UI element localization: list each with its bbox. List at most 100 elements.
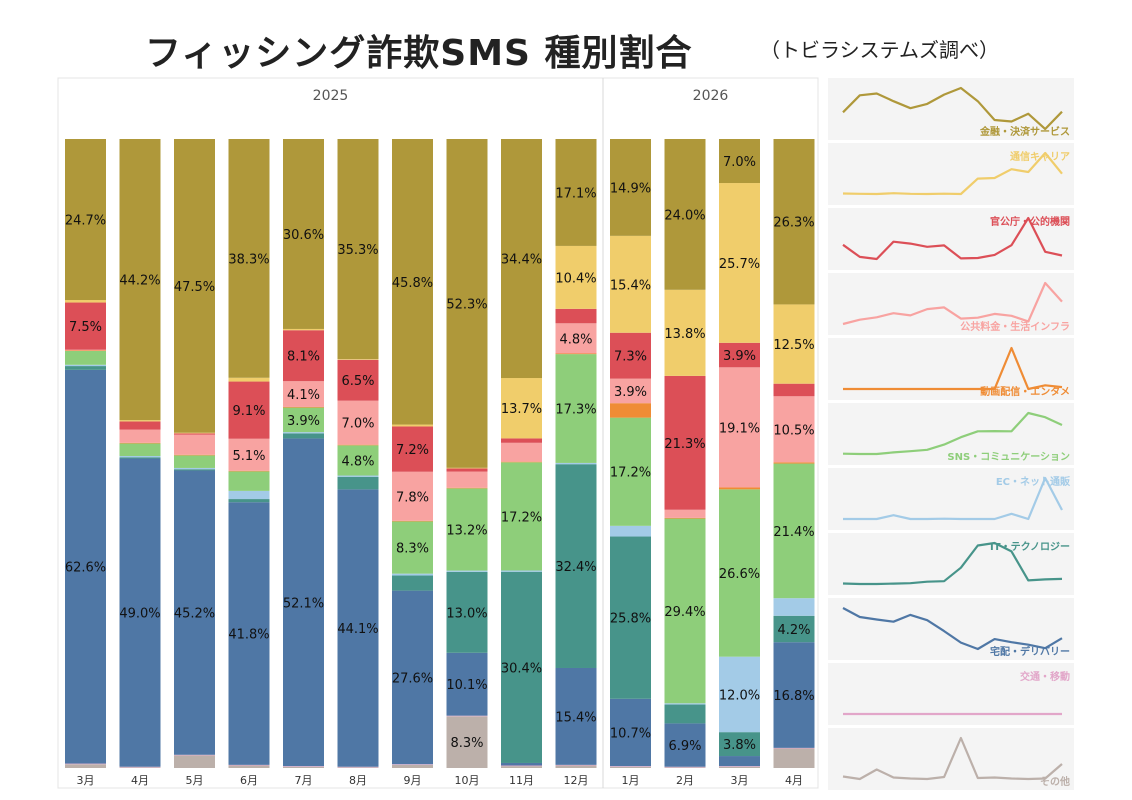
bar-segment bbox=[555, 139, 597, 246]
bar-segment bbox=[119, 766, 161, 768]
data-label: 25.7% bbox=[719, 257, 760, 272]
bar-segment bbox=[446, 570, 488, 572]
chart-title: フィッシング詐欺SMS 種別割合 bbox=[145, 33, 693, 74]
bar-segment bbox=[719, 367, 760, 488]
sparkline-label: 官公庁・公的機関 bbox=[990, 215, 1070, 228]
bar-segment bbox=[119, 457, 161, 459]
bar-segment bbox=[501, 570, 542, 572]
bar-segment bbox=[119, 420, 161, 422]
bar-segment bbox=[392, 573, 433, 576]
bar-segment bbox=[719, 489, 760, 657]
sparkline-panel bbox=[828, 598, 1074, 660]
bar-segment bbox=[555, 462, 597, 465]
bar-segment bbox=[392, 424, 433, 427]
bar-segment bbox=[228, 765, 270, 768]
bar-segment bbox=[174, 470, 215, 755]
bar-segment bbox=[174, 755, 215, 768]
data-label: 26.6% bbox=[719, 567, 760, 582]
x-tick-label: 1月 bbox=[622, 774, 640, 787]
bar-segment bbox=[228, 471, 270, 491]
bar-segment bbox=[119, 442, 161, 444]
bar-segment bbox=[174, 467, 215, 470]
data-label: 9.1% bbox=[232, 404, 265, 419]
data-label: 7.8% bbox=[396, 490, 429, 505]
sparkline-label: EC・ネット通販 bbox=[996, 475, 1071, 488]
data-label: 10.5% bbox=[773, 423, 814, 438]
bar-segment bbox=[773, 139, 815, 305]
bar-segment bbox=[610, 525, 651, 537]
bar-segment bbox=[664, 704, 706, 724]
bar-segment bbox=[719, 766, 760, 767]
bar-segment bbox=[610, 417, 651, 526]
bar-segment bbox=[664, 518, 706, 704]
bar-segment bbox=[65, 366, 106, 370]
bar-segment bbox=[773, 615, 815, 643]
data-label: 38.3% bbox=[228, 252, 269, 267]
data-label: 52.3% bbox=[446, 297, 487, 312]
sparkline bbox=[842, 86, 1063, 131]
bar-segment bbox=[392, 471, 433, 521]
bar-segment bbox=[501, 461, 542, 463]
bar-segment bbox=[337, 139, 379, 360]
data-label: 17.2% bbox=[501, 510, 542, 525]
data-label: 3.9% bbox=[287, 414, 320, 429]
bar-segment bbox=[392, 139, 433, 425]
bar-segment bbox=[719, 342, 760, 368]
bar-segment bbox=[174, 754, 215, 756]
sparkline-label: 交通・移動 bbox=[1020, 670, 1070, 683]
sparkline-label: 通信キャリア bbox=[1010, 150, 1070, 163]
bar-segment bbox=[65, 364, 106, 367]
data-label: 4.2% bbox=[777, 623, 810, 638]
bar-segment bbox=[446, 571, 488, 653]
bar-segment bbox=[773, 462, 815, 464]
bar-segment bbox=[501, 765, 542, 767]
x-tick-label: 4月 bbox=[131, 774, 149, 787]
bar-segment bbox=[392, 764, 433, 765]
x-tick-label: 4月 bbox=[785, 774, 803, 787]
bar-segment bbox=[119, 139, 161, 421]
bar-segment bbox=[446, 715, 488, 717]
bar-segment bbox=[228, 381, 270, 439]
data-label: 10.1% bbox=[446, 678, 487, 693]
bar-segment bbox=[664, 767, 706, 768]
bar-segment bbox=[337, 359, 379, 401]
data-label: 49.0% bbox=[119, 607, 160, 622]
data-label: 8.1% bbox=[287, 350, 320, 365]
bar-segment bbox=[337, 444, 379, 446]
data-label: 34.4% bbox=[501, 253, 542, 268]
bar-segment bbox=[174, 455, 215, 468]
chart-subtitle: （トビラシステムズ調べ） bbox=[760, 38, 999, 62]
bar-segment bbox=[392, 521, 433, 574]
x-tick-label: 6月 bbox=[240, 774, 258, 787]
bar-segment bbox=[773, 598, 815, 616]
bar-segment bbox=[283, 406, 324, 408]
bar-segment bbox=[446, 468, 488, 472]
sparkline-label: 金融・決済サービス bbox=[979, 125, 1070, 138]
bar-segment bbox=[555, 323, 597, 354]
x-tick-label: 12月 bbox=[564, 774, 589, 787]
data-label: 5.1% bbox=[232, 449, 265, 464]
data-label: 8.3% bbox=[450, 736, 483, 751]
sparkline bbox=[842, 151, 1063, 196]
bar-segment bbox=[65, 350, 106, 351]
data-label: 8.3% bbox=[396, 542, 429, 557]
x-tick-label: 5月 bbox=[186, 774, 204, 787]
bar-segment bbox=[337, 476, 379, 490]
bar-segment bbox=[228, 764, 270, 766]
sparkline-label: IT・テクノロジー bbox=[990, 541, 1070, 553]
bar-segment bbox=[174, 469, 215, 471]
bar-segment bbox=[501, 139, 542, 379]
bar-segment bbox=[337, 489, 379, 767]
data-label: 16.8% bbox=[773, 689, 814, 704]
bar-segment bbox=[446, 652, 488, 716]
data-label: 44.2% bbox=[119, 274, 160, 289]
bar-segment bbox=[773, 748, 815, 768]
data-label: 26.3% bbox=[773, 216, 814, 231]
bar-segment bbox=[664, 289, 706, 376]
sparkline-panel bbox=[828, 208, 1074, 270]
data-label: 52.1% bbox=[283, 596, 324, 611]
data-label: 30.4% bbox=[501, 661, 542, 676]
bar-segment bbox=[119, 458, 161, 767]
data-label: 6.5% bbox=[341, 374, 374, 389]
